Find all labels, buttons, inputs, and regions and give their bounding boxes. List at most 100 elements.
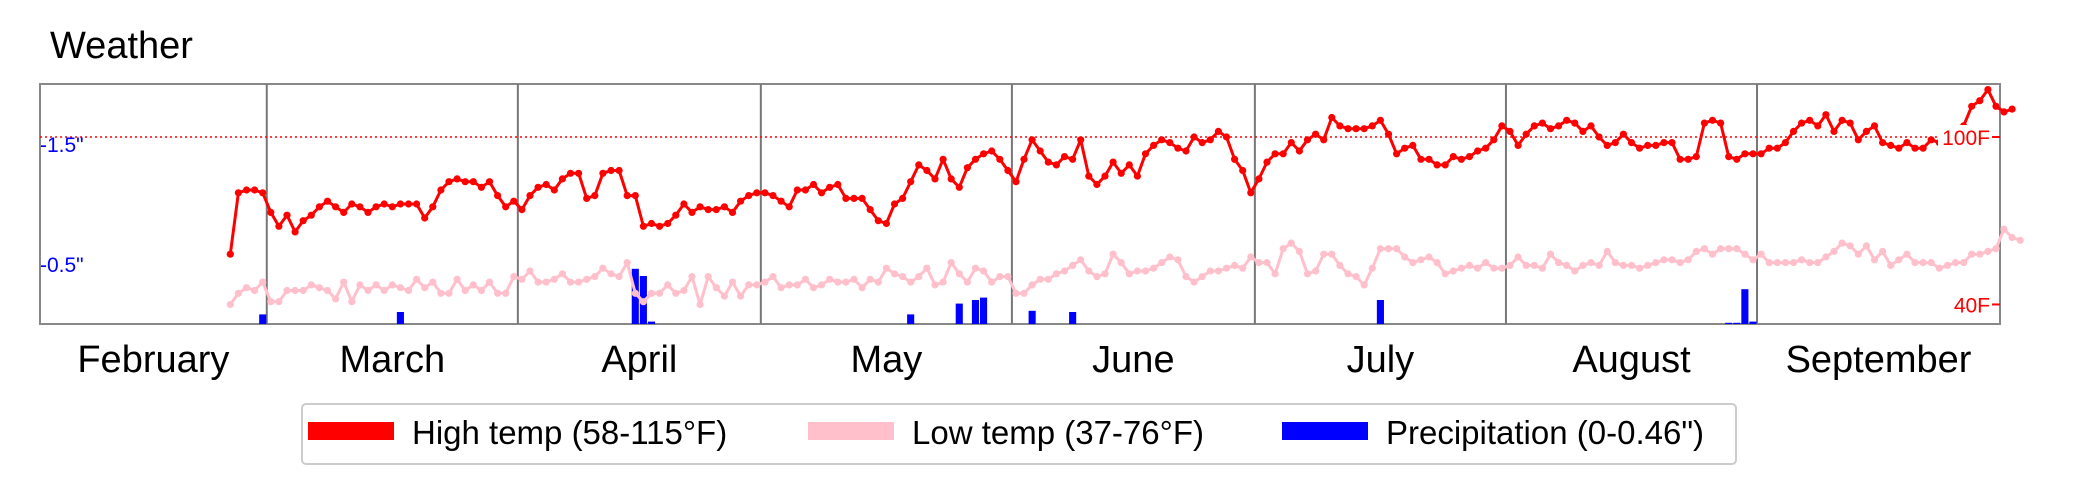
high-temp-point	[1271, 150, 1279, 158]
low-temp-point	[615, 273, 623, 281]
high-temp-point	[1044, 158, 1052, 166]
high-temp-point	[396, 200, 404, 208]
high-temp-point	[259, 189, 267, 197]
high-temp-point	[2008, 105, 2016, 113]
low-temp-point	[980, 267, 988, 275]
high-temp-point	[566, 169, 575, 177]
high-temp-point	[1676, 155, 1684, 163]
high-temp-point	[664, 219, 672, 228]
high-temp-point	[1822, 111, 1830, 119]
high-temp-point	[858, 194, 866, 202]
low-temp-point	[510, 273, 518, 281]
low-temp-point	[575, 278, 583, 286]
high-temp-point	[1846, 119, 1854, 127]
low-temp-point	[1563, 261, 1571, 269]
precip-bar	[1733, 322, 1741, 324]
low-temp-point	[607, 270, 615, 278]
low-temp-point	[1603, 247, 1611, 255]
high-temp-point	[996, 155, 1004, 163]
high-temp-point	[704, 206, 712, 214]
low-temp-point	[453, 275, 461, 283]
low-temp-point	[1474, 264, 1482, 272]
plot-area	[39, 83, 2001, 325]
high-temp-point	[890, 200, 899, 208]
high-temp-point	[1052, 161, 1060, 169]
high-temp-point	[1101, 172, 1109, 180]
high-temp-point	[737, 197, 745, 205]
high-temp-point	[1563, 116, 1571, 124]
precip-bar	[259, 314, 267, 324]
high-temp-point	[1077, 136, 1085, 144]
low-temp-point	[923, 264, 931, 272]
high-temp-point	[234, 189, 242, 197]
high-temp-point	[1141, 150, 1150, 158]
low-temp-point	[1303, 270, 1312, 278]
low-temp-point	[1069, 261, 1077, 269]
high-temp-point	[882, 219, 891, 228]
low-temp-point	[1036, 275, 1044, 283]
high-temp-point	[712, 206, 720, 214]
low-temp-point	[1012, 289, 1020, 297]
high-temp-point	[753, 189, 761, 197]
low-temp-point	[283, 286, 291, 295]
high-temp-point	[745, 192, 753, 200]
high-temp-point	[1636, 144, 1644, 152]
low-temp-point	[1214, 267, 1222, 275]
high-temp-point	[728, 208, 737, 216]
low-temp-point	[1530, 261, 1538, 269]
high-temp-point	[1020, 155, 1028, 163]
high-temp-point	[1773, 144, 1781, 152]
high-temp-point	[1344, 125, 1352, 133]
high-temp-point	[558, 175, 567, 183]
high-temp-point	[785, 203, 793, 211]
high-temp-point	[1660, 139, 1668, 147]
high-temp-point	[615, 166, 623, 175]
low-temp-point	[931, 281, 939, 289]
low-temp-point	[1595, 261, 1603, 269]
high-temp-point	[1555, 122, 1563, 130]
month-label: April	[601, 339, 677, 381]
low-temp-point	[1231, 261, 1239, 269]
high-temp-point	[1668, 139, 1676, 147]
low-temp-point	[1449, 267, 1457, 275]
low-temp-point	[1263, 259, 1271, 267]
low-temp-point	[1879, 247, 1887, 255]
high-temp-point	[1133, 172, 1141, 180]
low-temp-point	[1336, 261, 1344, 269]
low-temp-point	[1692, 247, 1700, 255]
low-temp-point	[1028, 281, 1036, 289]
low-temp-point	[380, 286, 388, 295]
high-temp-point	[769, 192, 777, 200]
low-temp-point	[1109, 250, 1117, 258]
low-temp-point	[1247, 253, 1255, 261]
high-temp-point	[356, 203, 364, 211]
precip-tick-label: -1.5"	[40, 134, 84, 157]
high-temp-point	[1433, 161, 1441, 169]
low-temp-point	[1708, 250, 1717, 258]
high-temp-point	[1376, 116, 1384, 124]
high-temp-point	[283, 211, 291, 219]
month-label: March	[340, 339, 446, 381]
low-temp-point	[1555, 259, 1563, 267]
low-temp-point	[1255, 259, 1263, 267]
low-temp-point	[542, 278, 550, 286]
high-temp-point	[591, 192, 599, 200]
high-temp-point	[1725, 153, 1733, 161]
high-temp-point	[421, 214, 429, 222]
high-temp-point	[364, 208, 372, 216]
high-temp-point	[315, 203, 323, 211]
high-temp-point	[1239, 166, 1247, 175]
high-temp-point	[672, 211, 680, 219]
high-temp-point	[1158, 136, 1166, 144]
low-temp-point	[1960, 259, 1968, 267]
high-temp-point	[1919, 144, 1927, 152]
high-temp-point	[1765, 144, 1773, 152]
low-temp-point	[696, 300, 704, 309]
low-temp-point	[583, 275, 591, 283]
low-temp-point	[818, 281, 826, 289]
low-temp-point	[631, 289, 639, 297]
low-temp-point	[1441, 270, 1449, 278]
low-temp-point	[1060, 267, 1069, 275]
low-temp-point	[1482, 259, 1490, 267]
low-temp-point	[842, 278, 850, 286]
